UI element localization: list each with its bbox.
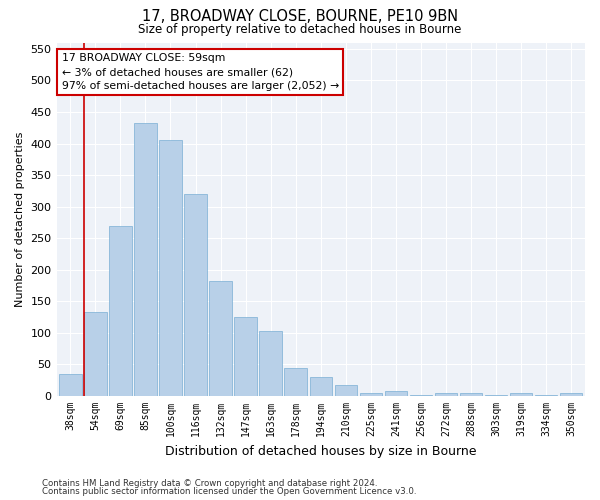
Bar	[335, 386, 357, 396]
Bar	[385, 391, 407, 396]
Bar	[310, 377, 332, 396]
Text: 17, BROADWAY CLOSE, BOURNE, PE10 9BN: 17, BROADWAY CLOSE, BOURNE, PE10 9BN	[142, 9, 458, 24]
Text: Contains public sector information licensed under the Open Government Licence v3: Contains public sector information licen…	[42, 487, 416, 496]
Bar	[209, 280, 232, 396]
Bar	[159, 140, 182, 396]
Bar	[184, 194, 207, 396]
Bar	[435, 393, 457, 396]
Bar	[109, 226, 131, 396]
X-axis label: Distribution of detached houses by size in Bourne: Distribution of detached houses by size …	[165, 444, 476, 458]
Bar	[485, 395, 508, 396]
Text: Size of property relative to detached houses in Bourne: Size of property relative to detached ho…	[139, 22, 461, 36]
Bar	[410, 395, 432, 396]
Bar	[560, 393, 583, 396]
Text: 17 BROADWAY CLOSE: 59sqm
← 3% of detached houses are smaller (62)
97% of semi-de: 17 BROADWAY CLOSE: 59sqm ← 3% of detache…	[62, 53, 339, 91]
Bar	[510, 393, 532, 396]
Bar	[359, 393, 382, 396]
Y-axis label: Number of detached properties: Number of detached properties	[15, 132, 25, 307]
Bar	[259, 331, 282, 396]
Bar	[235, 317, 257, 396]
Text: Contains HM Land Registry data © Crown copyright and database right 2024.: Contains HM Land Registry data © Crown c…	[42, 478, 377, 488]
Bar	[284, 368, 307, 396]
Bar	[59, 374, 82, 396]
Bar	[134, 124, 157, 396]
Bar	[535, 395, 557, 396]
Bar	[460, 393, 482, 396]
Bar	[84, 312, 107, 396]
